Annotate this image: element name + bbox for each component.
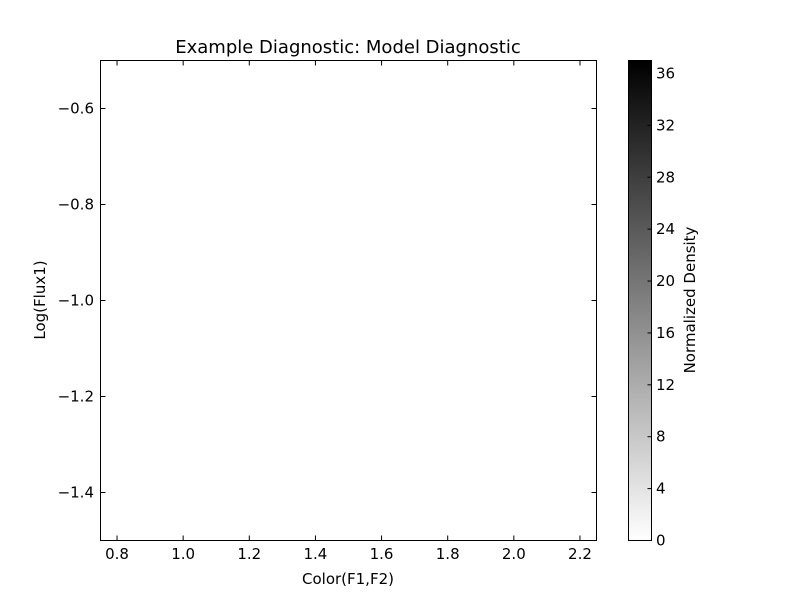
colorbar-label: Normalized Density	[681, 226, 699, 373]
plot-area	[100, 60, 597, 541]
x-tick-label: 1.4	[304, 545, 328, 563]
colorbar-tick-label: 4	[656, 480, 666, 498]
x-tick-label: 2.0	[502, 545, 526, 563]
colorbar-ticks: 0 4 8 12 16 20 24 28 32 36	[647, 64, 675, 550]
colorbar-tick-label: 12	[656, 376, 675, 394]
y-axis-label: Log(Flux1)	[31, 260, 49, 339]
chart-title: Example Diagnostic: Model Diagnostic	[175, 37, 521, 58]
colorbar-tick-label: 20	[656, 272, 675, 290]
colorbar-tick-label: 36	[656, 64, 675, 82]
colorbar-tick-label: 8	[656, 428, 666, 446]
x-axis-ticks: 0.8 1.0 1.2 1.4 1.6 1.8 2.0 2.2	[105, 60, 592, 563]
y-tick-label: −0.8	[58, 196, 94, 214]
x-tick-label: 1.6	[370, 545, 394, 563]
x-tick-label: 1.8	[436, 545, 460, 563]
x-tick-label: 1.0	[171, 545, 195, 563]
colorbar-tick-label: 0	[656, 532, 666, 550]
x-axis-label: Color(F1,F2)	[302, 570, 394, 588]
x-tick-label: 2.2	[568, 545, 592, 563]
y-tick-label: −1.4	[58, 484, 94, 502]
x-tick-label: 0.8	[105, 545, 129, 563]
x-tick-label: 1.2	[237, 545, 261, 563]
colorbar-tick-label: 28	[656, 168, 675, 186]
colorbar-tick-label: 16	[656, 324, 675, 342]
colorbar-tick-label: 24	[656, 220, 675, 238]
y-tick-label: −1.2	[58, 388, 94, 406]
colorbar-tick-label: 32	[656, 116, 675, 134]
y-tick-label: −1.0	[58, 292, 94, 310]
colorbar	[628, 60, 652, 541]
y-axis-ticks: −0.6 −0.8 −1.0 −1.2 −1.4	[58, 100, 597, 502]
y-tick-label: −0.6	[58, 100, 94, 118]
